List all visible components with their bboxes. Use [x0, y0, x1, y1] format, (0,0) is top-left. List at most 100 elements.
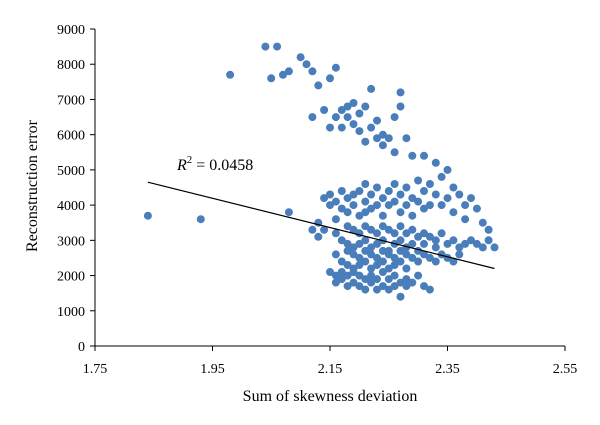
scatter-point	[408, 225, 417, 234]
scatter-point	[396, 257, 405, 266]
scatter-point	[449, 183, 458, 192]
scatter-point	[449, 236, 458, 245]
scatter-point	[384, 201, 393, 210]
scatter-point	[284, 208, 293, 217]
scatter-point	[378, 141, 387, 150]
scatter-point	[343, 222, 352, 231]
scatter-point	[361, 285, 370, 294]
scatter-point	[431, 158, 440, 167]
scatter-point	[402, 229, 411, 238]
trendline	[147, 181, 495, 270]
y-tick-label: 6000	[57, 129, 85, 144]
y-tick-label: 8000	[57, 58, 85, 73]
scatter-point	[425, 285, 434, 294]
scatter-point	[373, 116, 381, 125]
scatter-point	[308, 113, 317, 122]
scatter-point	[314, 81, 323, 90]
x-tick-label: 1.75	[83, 362, 108, 377]
scatter-point	[367, 84, 376, 93]
scatter-point	[478, 243, 487, 252]
scatter-point	[343, 271, 352, 280]
scatter-point	[361, 180, 370, 188]
scatter-point	[273, 42, 282, 51]
scatter-point	[367, 278, 376, 287]
scatter-point	[396, 190, 405, 199]
scatter-point	[226, 70, 235, 79]
scatter-point	[331, 278, 340, 287]
scatter-point	[414, 257, 423, 266]
x-tick-label: 2.55	[553, 362, 578, 377]
scatter-point	[431, 257, 440, 266]
scatter-point	[390, 271, 399, 280]
scatter-point	[349, 120, 358, 129]
scatter-point	[414, 197, 423, 206]
scatter-point	[390, 261, 399, 269]
scatter-point	[337, 236, 346, 245]
scatter-point	[431, 243, 440, 252]
scatter-point	[343, 113, 352, 122]
scatter-point	[402, 183, 411, 192]
scatter-point	[402, 250, 411, 259]
scatter-point	[367, 243, 376, 252]
scatter-point	[384, 134, 393, 143]
scatter-point	[361, 208, 370, 217]
scatter-point	[396, 278, 405, 287]
x-axis-ticks: 1.75 1.95 2.15 2.35 2.55	[83, 346, 578, 377]
scatter-point	[349, 268, 358, 276]
scatter-point	[408, 253, 417, 262]
scatter-point	[355, 187, 364, 195]
scatter-point	[425, 180, 434, 188]
scatter-point	[361, 197, 370, 206]
y-tick-label: 7000	[57, 93, 85, 108]
scatter-point	[437, 172, 446, 181]
scatter-point	[373, 229, 381, 238]
scatter-point	[467, 236, 475, 245]
scatter-point	[349, 250, 358, 259]
scatter-point	[355, 239, 364, 248]
scatter-point	[402, 243, 411, 252]
x-axis-title: Sum of skewness deviation	[243, 388, 418, 405]
scatter-point	[390, 180, 399, 188]
scatter-point	[455, 250, 464, 259]
scatter-point	[437, 229, 446, 238]
scatter-point	[337, 123, 346, 132]
scatter-point	[361, 222, 370, 231]
scatter-point	[420, 239, 428, 248]
scatter-point	[384, 275, 393, 284]
scatter-point	[408, 151, 417, 160]
scatter-point	[420, 187, 428, 195]
scatter-point	[390, 113, 399, 122]
scatter-point	[390, 229, 399, 238]
scatter-point	[455, 190, 464, 199]
scatter-point	[390, 253, 399, 262]
scatter-point	[455, 243, 464, 252]
scatter-point	[449, 257, 458, 266]
scatter-point	[355, 271, 364, 280]
scatter-point	[449, 208, 458, 217]
scatter-point	[373, 201, 381, 210]
scatter-point	[361, 246, 370, 255]
scatter-point	[408, 211, 417, 220]
scatter-point	[402, 201, 411, 210]
scatter-point	[402, 282, 411, 291]
scatter-point	[367, 271, 376, 280]
scatter-point	[384, 225, 393, 234]
scatter-point	[461, 239, 470, 248]
scatter-point	[349, 278, 358, 287]
scatter-point	[331, 271, 340, 280]
scatter-point	[384, 264, 393, 273]
scatter-point	[361, 236, 370, 245]
scatter-point	[484, 236, 493, 245]
x-tick-label: 2.15	[318, 362, 343, 377]
scatter-point	[343, 282, 352, 291]
scatter-point	[355, 261, 364, 269]
scatter-point	[484, 225, 493, 234]
scatter-point	[373, 275, 381, 284]
y-tick-label: 2000	[57, 270, 85, 285]
scatter-point	[331, 63, 340, 72]
scatter-point	[331, 250, 340, 259]
scatter-point	[373, 261, 381, 269]
scatter-point	[408, 194, 417, 203]
scatter-point	[414, 232, 423, 241]
